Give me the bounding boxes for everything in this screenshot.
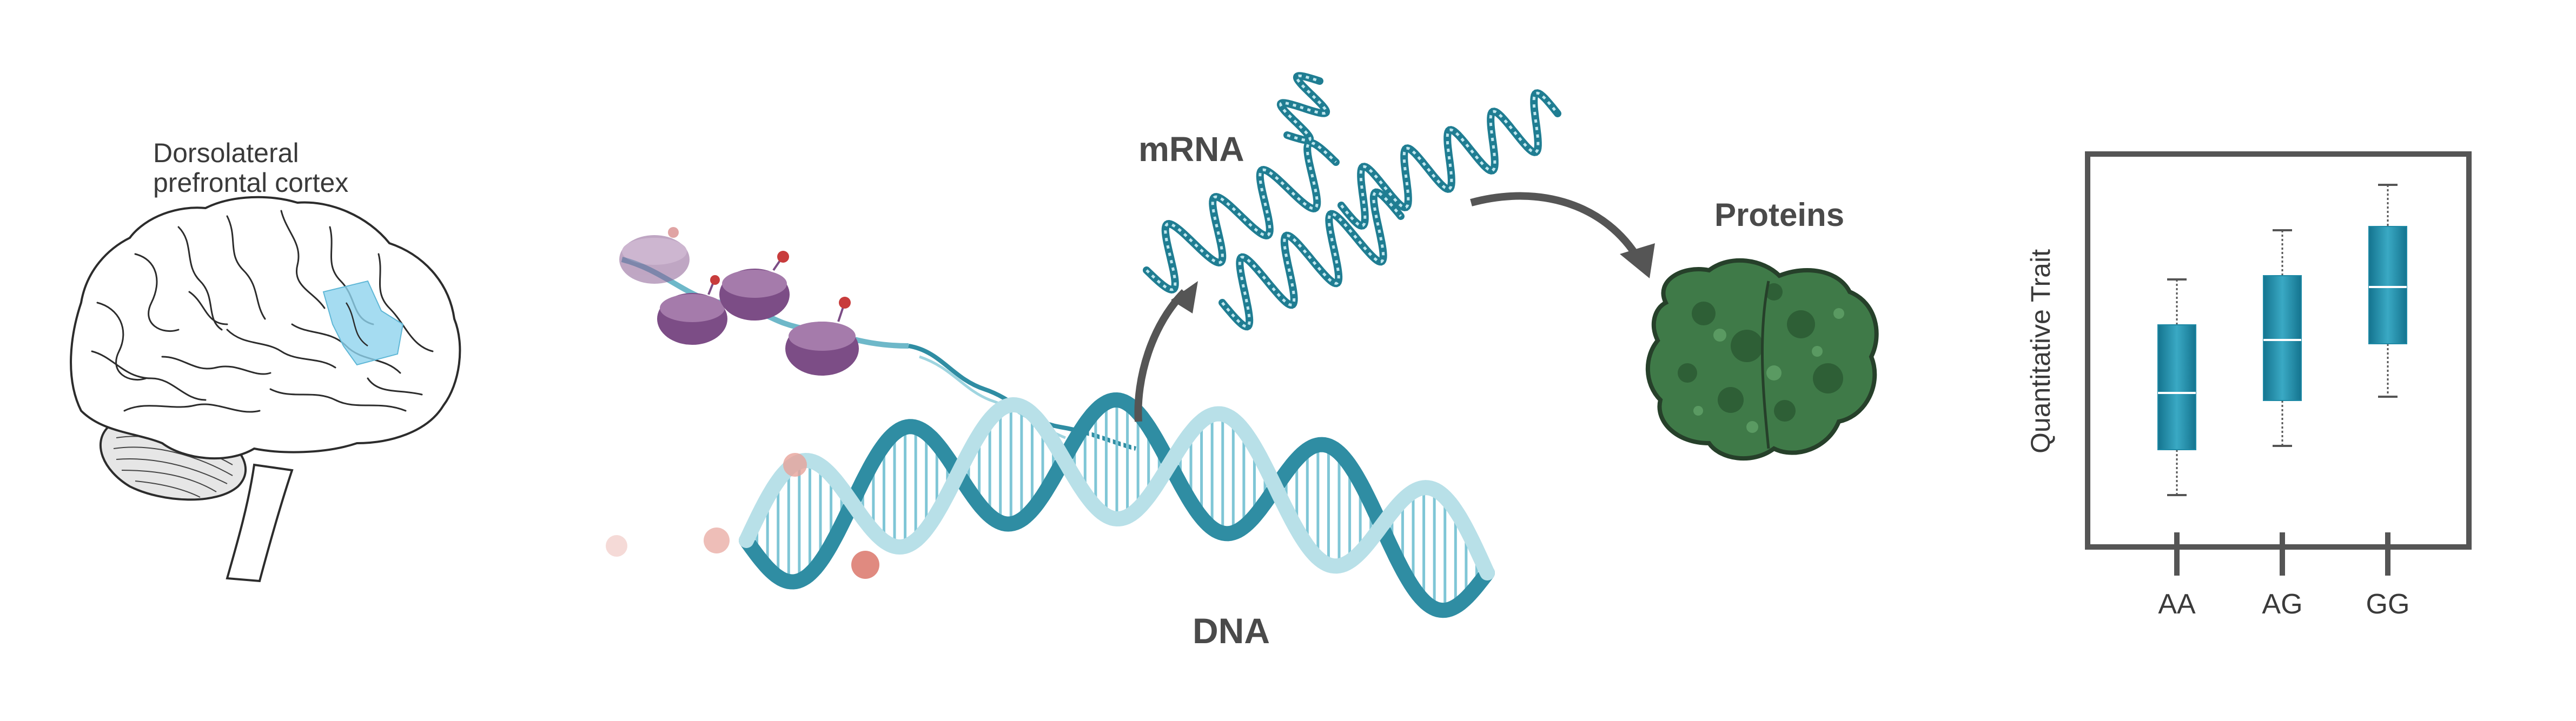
nucleosome bbox=[719, 251, 790, 321]
x-tick-label: AA bbox=[2158, 589, 2196, 620]
mrna-strand bbox=[1143, 139, 1340, 293]
mrna-strand-bases bbox=[1279, 74, 1328, 142]
dna-helix: DNA bbox=[519, 392, 1495, 651]
methyl-mark bbox=[704, 528, 730, 553]
box-GG bbox=[2368, 184, 2407, 398]
methyl-mark bbox=[783, 453, 807, 477]
proteins-label: Proteins bbox=[1714, 197, 1844, 233]
iqr-box bbox=[2263, 275, 2302, 401]
qtl-box-plot: Quantitative Trait AA AG GG bbox=[2025, 151, 2472, 620]
dna-strand-a bbox=[739, 392, 1495, 618]
dna-label: DNA bbox=[1193, 611, 1270, 651]
cerebrum bbox=[70, 196, 461, 460]
mrna-strand-bases bbox=[1340, 91, 1559, 228]
brain-illustration: Dorsolateral prefrontal cortex bbox=[70, 138, 461, 583]
brain-label-line2: prefrontal cortex bbox=[153, 168, 348, 198]
mrna-strand-bases bbox=[1221, 191, 1402, 328]
mrna-label: mRNA bbox=[1138, 130, 1244, 169]
box-AA bbox=[2157, 278, 2196, 496]
plot-frame bbox=[2085, 151, 2472, 550]
nucleosome bbox=[619, 227, 690, 284]
methyl-mark bbox=[851, 551, 879, 579]
brain-label-line1: Dorsolateral bbox=[153, 138, 299, 168]
brain-stem bbox=[226, 463, 294, 583]
x-tick-label: GG bbox=[2366, 589, 2410, 620]
translation-arrowhead bbox=[1620, 243, 1655, 278]
nucleosome bbox=[785, 297, 859, 376]
box-AG bbox=[2263, 229, 2302, 447]
chromatin bbox=[619, 227, 1136, 451]
methyl-mark bbox=[606, 535, 627, 557]
y-axis-label: Quantitative Trait bbox=[2025, 249, 2056, 453]
translation-arrow bbox=[1470, 192, 1642, 262]
iqr-box bbox=[2157, 324, 2196, 450]
x-tick-label: AG bbox=[2262, 589, 2302, 620]
mrna-strands: mRNA bbox=[1138, 72, 1561, 331]
dlpfc-highlight bbox=[322, 280, 404, 366]
transcription-arrowhead bbox=[1171, 281, 1198, 313]
transcription-arrow bbox=[1134, 289, 1187, 422]
dna-strand-b bbox=[739, 397, 1495, 580]
iqr-box bbox=[2368, 226, 2407, 344]
protein-blob: Proteins bbox=[1645, 197, 1879, 461]
nucleosome bbox=[657, 275, 727, 345]
